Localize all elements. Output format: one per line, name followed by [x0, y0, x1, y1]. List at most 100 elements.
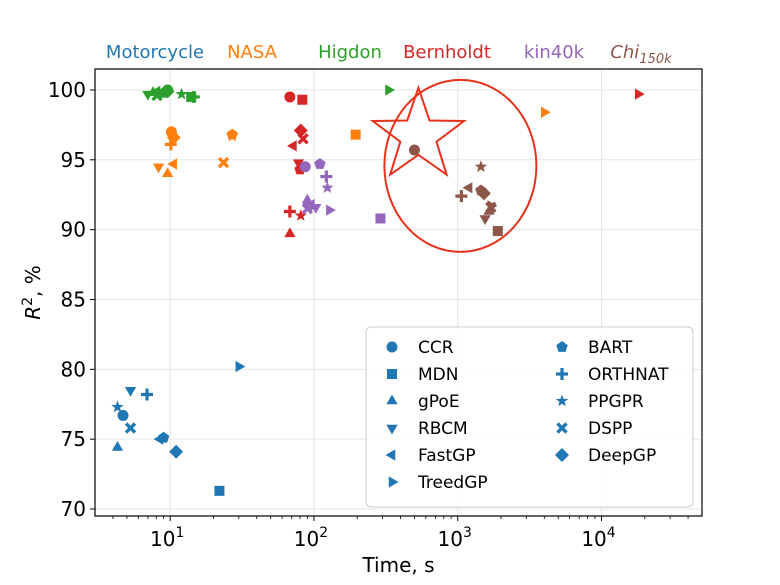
- y-tick-label: 100: [48, 78, 86, 102]
- legend-marker-treedgp: [388, 476, 399, 488]
- data-points: [111, 84, 645, 496]
- legend-label-ppgpr: PPGPR: [588, 392, 644, 412]
- point-kin40k-bart: [314, 157, 326, 169]
- dataset-label-chi150k: Chi150k: [610, 42, 672, 67]
- dataset-label-kin40k: kin40k: [524, 42, 585, 63]
- point-motorcycle-ccr: [117, 409, 129, 421]
- legend-label-mdn: MDN: [418, 365, 458, 385]
- dataset-label-motorcycle: Motorcycle: [106, 42, 204, 63]
- series-nasa: [152, 106, 551, 178]
- legend-label-deepgp: DeepGP: [588, 446, 656, 466]
- point-bernholdt-gpoe: [284, 227, 296, 238]
- point-kin40k-mdn: [375, 213, 386, 224]
- legend-marker-dspp: [556, 422, 568, 434]
- point-higdon-ppgpr: [175, 87, 188, 100]
- y-tick-label: 75: [61, 427, 86, 451]
- point-nasa-ppgpr: [226, 129, 239, 142]
- point-higdon-rbcm: [142, 90, 154, 101]
- legend-marker-deepgp: [555, 448, 569, 462]
- legend-marker-orthnat: [556, 368, 568, 380]
- legend: CCR MDN gPoE RBCM FastGP TreedGP BART ORTHNAT PP…: [365, 326, 694, 508]
- point-nasa-treedgp: [541, 106, 551, 118]
- x-tick-label: 104: [581, 525, 615, 551]
- point-motorcycle-deepgp: [169, 444, 184, 459]
- x-tick-label: 103: [438, 525, 472, 551]
- y-axis-label: R2, %: [20, 265, 45, 320]
- legend-label-orthnat: ORTHNAT: [588, 365, 669, 385]
- dataset-label-bernholdt: Bernholdt: [403, 42, 491, 63]
- point-motorcycle-mdn: [214, 485, 225, 496]
- legend-marker-bart: [556, 341, 568, 352]
- legend-label-treedgp: TreedGP: [417, 473, 488, 493]
- legend-label-rbcm: RBCM: [418, 419, 468, 439]
- legend-marker-fastgp: [385, 449, 396, 461]
- legend-marker-rbcm: [386, 424, 398, 435]
- point-kin40k-treedgp: [326, 204, 336, 216]
- y-tick-label: 80: [61, 357, 86, 381]
- y-tick-label: 95: [61, 148, 86, 172]
- point-higdon-deepgp: [160, 84, 175, 99]
- point-kin40k-orthnat: [320, 170, 333, 183]
- highlight-ellipse: [383, 78, 538, 253]
- point-motorcycle-rbcm: [124, 387, 137, 397]
- point-higdon-orthnat: [187, 90, 200, 103]
- point-motorcycle-dspp: [124, 422, 137, 434]
- point-chi150k-orthnat: [455, 190, 468, 203]
- legend-label-dspp: DSPP: [588, 419, 632, 439]
- point-bernholdt-deepgp: [293, 123, 308, 138]
- point-chi150k-deepgp: [476, 186, 491, 201]
- point-nasa-mdn: [350, 129, 361, 140]
- legend-marker-gpoe: [386, 394, 398, 405]
- y-tick-label: 90: [61, 218, 86, 242]
- legend-marker-ccr: [386, 341, 398, 353]
- point-higdon-treedgp: [385, 84, 395, 96]
- y-tick-label: 85: [61, 287, 86, 311]
- legend-label-ccr: CCR: [418, 338, 454, 358]
- dataset-labels: Motorcycle NASA Higdon Bernholdt kin40k Chi15…: [106, 42, 672, 67]
- y-tick-label: 70: [61, 497, 86, 521]
- x-axis-label: Time, s: [361, 553, 434, 577]
- point-chi150k-mdn: [492, 226, 503, 237]
- point-bernholdt-rbcm: [292, 159, 305, 170]
- dataset-label-higdon: Higdon: [318, 42, 382, 63]
- point-nasa-gpoe: [162, 167, 174, 178]
- point-chi150k-rbcm: [479, 215, 491, 225]
- series-chi150k: [408, 144, 503, 237]
- point-chi150k-ccr: [408, 144, 420, 156]
- series-motorcycle: [111, 360, 246, 496]
- point-nasa-fastgp: [167, 158, 178, 170]
- dataset-label-nasa: NASA: [227, 42, 278, 63]
- legend-label-bart: BART: [588, 338, 633, 358]
- point-bernholdt-fastgp: [286, 140, 297, 152]
- point-motorcycle-treedgp: [235, 360, 246, 373]
- series-bernholdt: [283, 88, 645, 238]
- point-nasa-dspp: [217, 156, 230, 169]
- point-bernholdt-ccr: [284, 91, 296, 103]
- point-chi150k-ppgpr: [474, 160, 488, 173]
- point-bernholdt-ppgpr: [294, 209, 307, 221]
- legend-marker-ppgpr: [555, 394, 569, 407]
- point-nasa-rbcm: [152, 163, 165, 174]
- point-kin40k-ppgpr: [321, 181, 334, 193]
- point-motorcycle-ppgpr: [111, 400, 124, 413]
- legend-box: [365, 326, 694, 508]
- plot-frame: [94, 68, 703, 517]
- series-higdon: [142, 84, 395, 103]
- legend-label-gpoe: gPoE: [418, 392, 460, 412]
- legend-label-fastgp: FastGP: [418, 446, 476, 466]
- x-tick-label: 102: [294, 525, 328, 551]
- point-motorcycle-bart: [157, 431, 170, 443]
- point-bernholdt-orthnat: [283, 205, 296, 218]
- point-kin40k-deepgp: [302, 198, 317, 213]
- highlight-annotation: [369, 78, 538, 253]
- point-higdon-dspp: [151, 89, 163, 102]
- series-kin40k: [299, 157, 386, 224]
- point-chi150k-dspp: [485, 201, 497, 213]
- point-nasa-deepgp: [166, 130, 181, 145]
- point-bernholdt-treedgp: [634, 88, 645, 100]
- x-tick-label: 101: [150, 525, 184, 551]
- legend-marker-mdn: [387, 369, 397, 379]
- point-motorcycle-orthnat: [141, 388, 154, 401]
- point-motorcycle-gpoe: [111, 441, 124, 451]
